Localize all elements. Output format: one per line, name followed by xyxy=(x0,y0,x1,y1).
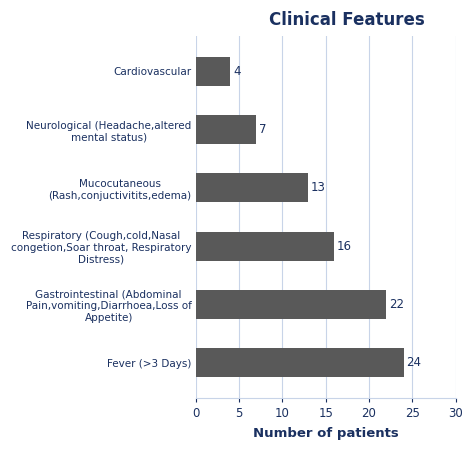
Text: 7: 7 xyxy=(259,123,266,136)
X-axis label: Number of patients: Number of patients xyxy=(253,427,399,440)
Text: 24: 24 xyxy=(406,356,421,369)
Title: Clinical Features: Clinical Features xyxy=(269,11,424,29)
Text: 13: 13 xyxy=(311,181,326,194)
Text: 22: 22 xyxy=(389,298,404,311)
Bar xyxy=(196,57,230,86)
Bar xyxy=(196,115,256,144)
Bar xyxy=(196,290,386,319)
Text: 4: 4 xyxy=(233,65,240,78)
Bar xyxy=(196,173,308,202)
Bar xyxy=(196,232,334,261)
Text: 16: 16 xyxy=(337,240,352,253)
Bar xyxy=(196,348,403,377)
